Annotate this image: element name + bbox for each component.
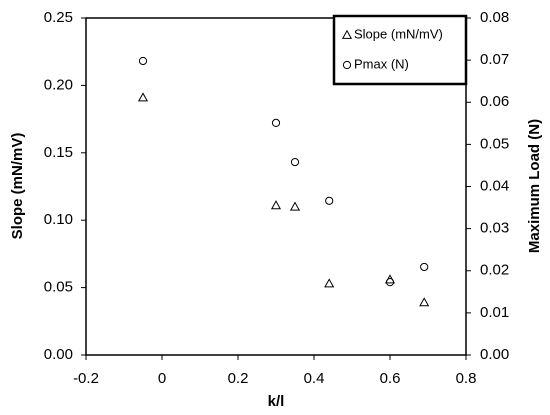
y-axis-title: Slope (mN/mV) xyxy=(9,133,26,240)
y2-tick-label: 0.00 xyxy=(480,346,509,363)
y2-tick-label: 0.01 xyxy=(480,304,509,321)
legend-marker xyxy=(341,29,353,39)
data-point xyxy=(270,200,282,210)
data-point xyxy=(384,274,396,284)
legend-box xyxy=(332,14,468,86)
x-axis-title: k/l xyxy=(268,393,285,410)
data-point xyxy=(419,297,430,307)
y-tick-label: 0.15 xyxy=(44,144,73,161)
y2-tick-label: 0.03 xyxy=(480,220,509,237)
data-point xyxy=(138,56,148,66)
y2-tick-label: 0.08 xyxy=(480,9,509,26)
data-point xyxy=(289,201,301,211)
y-tick-label: 0.05 xyxy=(44,279,73,296)
data-point xyxy=(385,278,395,287)
y2-tick-label: 0.05 xyxy=(480,135,509,152)
x-tick-label: 0.8 xyxy=(456,370,477,387)
x-tick-label: 0.4 xyxy=(304,370,325,387)
y2-tick-label: 0.04 xyxy=(480,177,509,194)
data-point xyxy=(325,196,334,205)
legend-label: Pmax (N) xyxy=(354,56,409,71)
data-point xyxy=(271,118,281,127)
y2-tick-label: 0.02 xyxy=(480,262,509,279)
y2-tick-label: 0.06 xyxy=(480,93,509,110)
legend-marker xyxy=(342,60,352,70)
x-tick-label: -0.2 xyxy=(73,370,99,387)
y2-axis-title: Maximum Load (N) xyxy=(526,119,543,253)
y2-tick-label: 0.07 xyxy=(480,51,509,68)
x-tick-label: 0.6 xyxy=(380,370,401,387)
data-point xyxy=(420,262,429,272)
y-tick-label: 0.00 xyxy=(44,346,73,363)
x-tick-label: 0.2 xyxy=(228,370,249,387)
data-point xyxy=(137,92,149,102)
data-point xyxy=(324,278,335,288)
y-tick-label: 0.20 xyxy=(44,76,73,93)
y-tick-label: 0.25 xyxy=(44,9,73,26)
data-point xyxy=(290,157,300,167)
legend-label: Slope (mN/mV) xyxy=(354,26,443,41)
y-tick-label: 0.10 xyxy=(44,211,73,228)
x-tick-label: 0 xyxy=(158,370,166,387)
